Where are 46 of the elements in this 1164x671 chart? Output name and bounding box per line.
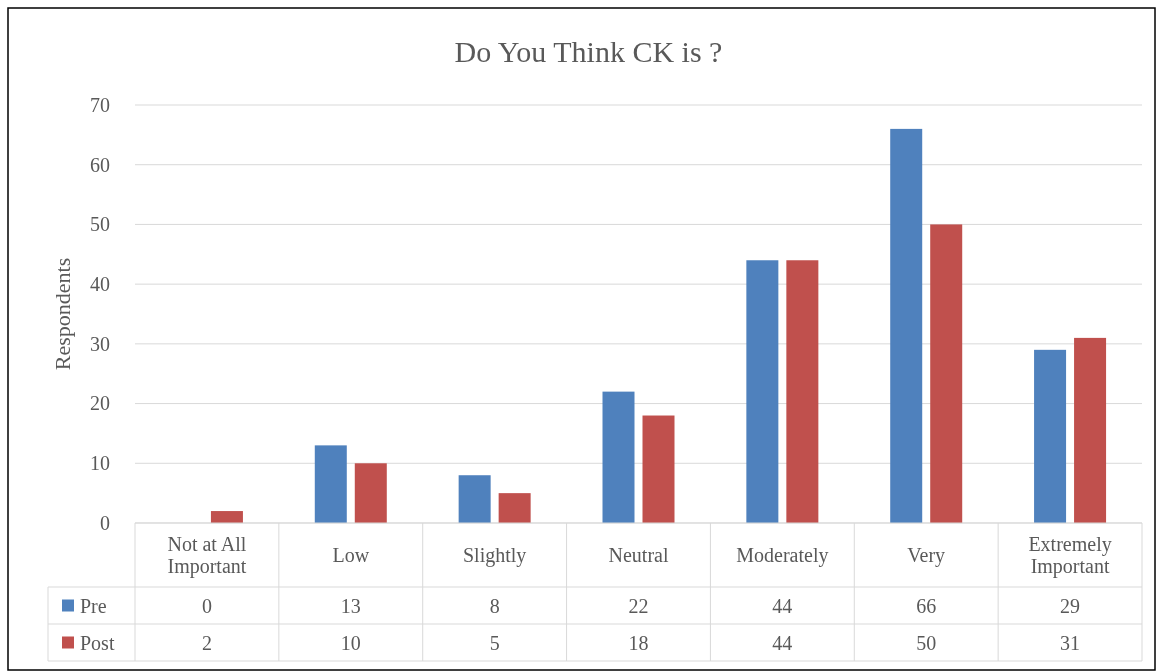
y-tick-label: 40 [90, 273, 110, 296]
y-tick-label: 50 [90, 213, 110, 236]
data-label: 0 [201, 594, 212, 617]
bar [890, 128, 923, 523]
x-tick-label: Low [332, 544, 370, 566]
bar [1074, 337, 1107, 523]
data-label: 22 [628, 594, 649, 617]
x-tick-label: Very [907, 544, 946, 567]
y-tick-label: 30 [90, 332, 110, 355]
bar [786, 260, 819, 523]
x-tick-label: Slightly [462, 544, 527, 567]
y-tick-label: 20 [90, 392, 110, 415]
bar [498, 493, 531, 523]
data-label: 8 [489, 594, 500, 617]
data-label: 31 [1060, 631, 1081, 654]
y-axis-title: Respondents [50, 257, 75, 371]
y-tick-label: 10 [90, 452, 110, 475]
data-label: 18 [628, 631, 649, 654]
legend-label: Pre [80, 594, 107, 617]
data-label: 5 [489, 631, 500, 654]
y-tick-label: 70 [90, 93, 110, 116]
bar [1034, 349, 1067, 523]
y-tick-label: 60 [90, 153, 110, 176]
y-tick-label: 0 [100, 511, 110, 534]
data-label: 13 [340, 594, 361, 617]
bar [642, 415, 675, 523]
bar [458, 475, 491, 523]
x-tick-label: Extremely Important [1028, 533, 1112, 578]
data-label: 44 [772, 594, 793, 617]
data-label: 29 [1060, 594, 1081, 617]
data-label: 2 [201, 631, 212, 654]
bar [602, 391, 635, 523]
data-label: 50 [916, 631, 937, 654]
bar [930, 224, 963, 523]
x-tick-label: Moderately [736, 544, 829, 567]
data-label: 66 [916, 594, 937, 617]
legend-label: Post [80, 631, 115, 654]
x-tick-label: Neutral [608, 544, 669, 566]
data-label: 44 [772, 631, 793, 654]
data-label: 10 [340, 631, 361, 654]
bar [314, 445, 347, 523]
bar [354, 463, 387, 523]
bar [210, 511, 243, 523]
chart-title: Do You Think CK is ? [454, 35, 723, 68]
x-tick-label: Not at All Important [167, 533, 247, 578]
bar [746, 260, 779, 523]
